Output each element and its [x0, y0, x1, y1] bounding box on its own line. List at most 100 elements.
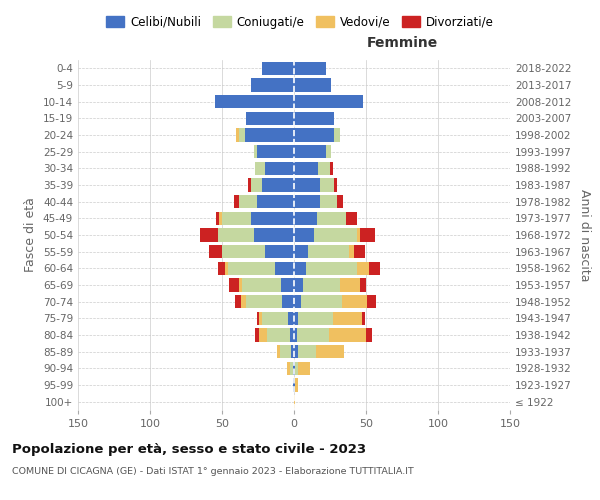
Bar	[294, 295, 301, 308]
Bar	[294, 228, 314, 241]
Bar	[255, 162, 265, 175]
Bar	[294, 95, 363, 108]
Bar	[262, 178, 294, 192]
Bar	[295, 378, 298, 392]
Bar	[257, 195, 294, 208]
Bar	[319, 162, 330, 175]
Bar	[294, 212, 317, 225]
Bar	[287, 362, 290, 375]
Bar	[317, 212, 346, 225]
Bar	[277, 345, 280, 358]
Bar	[367, 295, 376, 308]
Bar	[360, 278, 366, 291]
Bar	[294, 112, 334, 125]
Bar	[275, 262, 294, 275]
Bar	[358, 262, 369, 275]
Bar	[294, 378, 295, 392]
Bar	[298, 362, 310, 375]
Bar	[302, 278, 340, 291]
Bar	[218, 262, 225, 275]
Bar	[257, 145, 294, 158]
Bar	[242, 278, 281, 291]
Bar	[293, 362, 294, 375]
Bar	[259, 312, 262, 325]
Bar	[209, 245, 222, 258]
Bar	[294, 145, 326, 158]
Bar	[297, 328, 329, 342]
Bar	[294, 278, 302, 291]
Bar	[355, 245, 365, 258]
Bar	[247, 295, 283, 308]
Bar	[360, 228, 374, 241]
Bar	[295, 362, 298, 375]
Bar	[247, 112, 294, 125]
Bar	[222, 245, 265, 258]
Y-axis label: Fasce di età: Fasce di età	[25, 198, 37, 272]
Bar	[233, 195, 239, 208]
Bar	[215, 95, 294, 108]
Bar	[254, 145, 257, 158]
Bar	[222, 212, 251, 225]
Bar	[333, 312, 362, 325]
Bar	[294, 262, 305, 275]
Bar	[290, 362, 293, 375]
Bar	[334, 128, 340, 141]
Bar	[241, 295, 247, 308]
Bar	[200, 228, 218, 241]
Bar	[283, 295, 294, 308]
Bar	[235, 295, 241, 308]
Legend: Celibi/Nubili, Coniugati/e, Vedovi/e, Divorziati/e: Celibi/Nubili, Coniugati/e, Vedovi/e, Di…	[101, 11, 499, 34]
Bar	[329, 328, 366, 342]
Bar	[239, 278, 242, 291]
Bar	[236, 128, 239, 141]
Bar	[294, 195, 320, 208]
Bar	[248, 178, 251, 192]
Bar	[262, 312, 288, 325]
Bar	[294, 62, 326, 75]
Bar	[239, 128, 245, 141]
Bar	[326, 145, 331, 158]
Bar	[366, 328, 372, 342]
Bar	[218, 228, 254, 241]
Bar	[298, 345, 316, 358]
Bar	[340, 278, 360, 291]
Bar	[257, 312, 259, 325]
Bar	[219, 212, 222, 225]
Bar	[305, 262, 358, 275]
Bar	[358, 228, 360, 241]
Bar	[266, 328, 290, 342]
Bar	[308, 245, 349, 258]
Bar	[228, 262, 275, 275]
Bar	[216, 212, 219, 225]
Bar	[294, 362, 295, 375]
Bar	[320, 195, 337, 208]
Bar	[229, 278, 239, 291]
Bar	[225, 262, 228, 275]
Bar	[281, 278, 294, 291]
Bar	[288, 312, 294, 325]
Bar	[369, 262, 380, 275]
Bar	[255, 328, 259, 342]
Bar	[265, 162, 294, 175]
Bar	[298, 312, 333, 325]
Bar	[265, 245, 294, 258]
Bar	[346, 212, 358, 225]
Bar	[294, 395, 295, 408]
Bar	[245, 128, 294, 141]
Text: Popolazione per età, sesso e stato civile - 2023: Popolazione per età, sesso e stato civil…	[12, 442, 366, 456]
Y-axis label: Anni di nascita: Anni di nascita	[578, 188, 591, 281]
Bar	[251, 178, 262, 192]
Text: COMUNE DI CICAGNA (GE) - Dati ISTAT 1° gennaio 2023 - Elaborazione TUTTITALIA.IT: COMUNE DI CICAGNA (GE) - Dati ISTAT 1° g…	[12, 468, 414, 476]
Bar	[280, 345, 291, 358]
Bar	[362, 312, 365, 325]
Bar	[330, 162, 333, 175]
Bar	[293, 378, 294, 392]
Bar	[337, 195, 343, 208]
Bar	[294, 345, 298, 358]
Bar	[314, 228, 358, 241]
Bar	[251, 212, 294, 225]
Bar	[294, 128, 334, 141]
Bar	[349, 245, 355, 258]
Bar	[290, 328, 294, 342]
Bar	[294, 78, 331, 92]
